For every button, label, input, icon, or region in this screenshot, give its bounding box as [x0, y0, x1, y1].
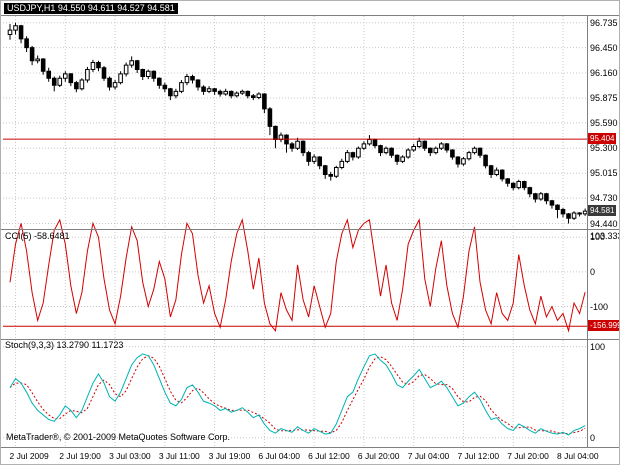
cci-indicator-label: CCI(5) -58.6481	[5, 231, 70, 241]
price-axis-label: 94.730	[590, 193, 618, 204]
time-axis-label: 7 Jul 04:00	[407, 451, 450, 461]
cci-hline-badge: -156.999	[588, 320, 619, 332]
time-axis-label: 8 Jul 04:00	[557, 451, 599, 461]
price-axis-label: 94.440	[590, 218, 618, 229]
candles-series	[7, 22, 588, 224]
stoch-indicator-label: Stoch(9,3,3) 13.2790 11.1723	[5, 340, 124, 350]
cci-axis-label: 103.3333	[590, 231, 619, 242]
price-axis-label: 95.015	[590, 168, 618, 179]
time-axis-label: 2 Jul 2009	[9, 451, 49, 461]
time-axis-label: 6 Jul 04:00	[258, 451, 300, 461]
cci-axis-label: -100	[590, 301, 609, 312]
time-axis-label: 3 Jul 11:00	[158, 451, 200, 461]
price-hline-badge: 95.404	[588, 133, 617, 145]
stoch-axis-label: 100	[590, 341, 606, 352]
current-price-badge: 94.581	[588, 205, 617, 217]
time-axis-label: 3 Jul 19:00	[208, 451, 251, 461]
price-axis-label: 95.590	[590, 117, 618, 128]
price-axis-label: 96.160	[590, 68, 618, 78]
time-axis-label: 2 Jul 19:00	[59, 451, 101, 461]
time-axis-label: 7 Jul 20:00	[507, 451, 549, 461]
price-axis-label: 95.875	[590, 92, 618, 103]
time-axis-label: 3 Jul 03:00	[109, 451, 151, 461]
stoch-axis-label: 0	[590, 432, 596, 443]
stoch-signal-line	[9, 355, 586, 435]
time-axis-label: 7 Jul 12:00	[457, 451, 500, 461]
price-axis-label: 95.300	[590, 143, 618, 154]
time-axis-label: 6 Jul 12:00	[308, 451, 350, 461]
price-axis-label: 96.450	[590, 42, 618, 53]
price-axis-label: 96.735	[590, 17, 618, 28]
cci-axis-label: 0	[590, 266, 596, 277]
stoch-main-line	[9, 353, 586, 436]
symbol-ohlc-label: USDJPY,H1 94.550 94.611 94.527 94.581	[4, 3, 178, 14]
cci-line	[9, 218, 586, 333]
grid-lines	[3, 16, 587, 446]
panel-borders	[1, 15, 619, 448]
cci-axis-label: 100	[590, 232, 606, 243]
time-axis-label: 6 Jul 20:00	[357, 451, 400, 461]
copyright-label: MetaTrader®, © 2001-2009 MetaQuotes Soft…	[6, 432, 231, 442]
